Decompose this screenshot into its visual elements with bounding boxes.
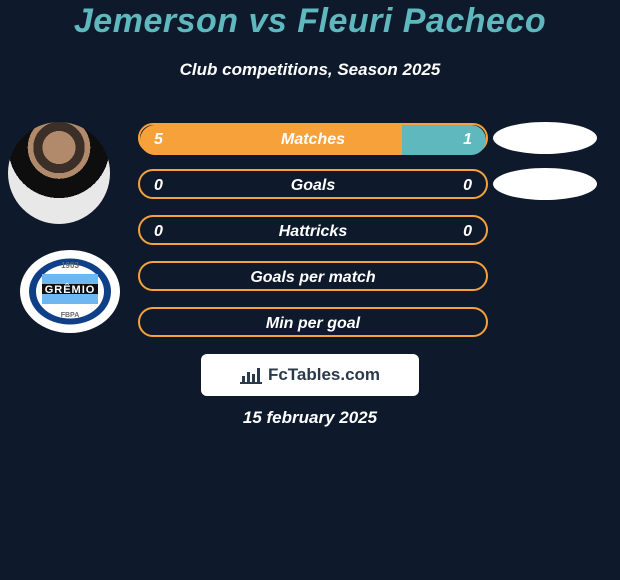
stat-value-right: 0: [463, 217, 472, 247]
stat-value-left: 0: [154, 217, 163, 247]
player-marker-right: [493, 122, 597, 154]
date-text: 15 february 2025: [0, 408, 620, 428]
player-marker-right: [493, 168, 597, 200]
player-photo-left: [8, 122, 110, 224]
stat-label: Goals: [140, 171, 486, 201]
comparison-card: Jemerson vs Fleuri Pacheco Club competit…: [0, 0, 620, 580]
stat-label: Goals per match: [140, 263, 486, 293]
club-badge-left: 1903 GRÊMIO FBPA: [20, 250, 120, 333]
stat-value-right: 0: [463, 171, 472, 201]
stat-value-right: 1: [463, 125, 472, 155]
badge-sub: FBPA: [61, 312, 80, 319]
bar-chart-icon: [240, 366, 262, 384]
subtitle: Club competitions, Season 2025: [0, 60, 620, 80]
page-title: Jemerson vs Fleuri Pacheco: [0, 2, 620, 41]
stat-row-goals: Goals0 0: [138, 169, 488, 199]
stat-value-left: 0: [154, 171, 163, 201]
stat-row-matches: Matches5 1: [138, 123, 488, 153]
stat-label: Min per goal: [140, 309, 486, 339]
stat-label: Hattricks: [140, 217, 486, 247]
site-logo: FcTables.com: [201, 354, 419, 396]
badge-ring-text: GRÊMIO: [45, 283, 96, 296]
stat-row-goals-per-match: Goals per match: [138, 261, 488, 291]
site-logo-text: FcTables.com: [268, 365, 380, 385]
badge-year: 1903: [61, 261, 79, 270]
stat-value-left: 5: [154, 125, 163, 155]
stat-row-min-per-goal: Min per goal: [138, 307, 488, 337]
badge-stripe-top: [42, 274, 98, 284]
stat-label: Matches: [140, 125, 486, 155]
stat-row-hattricks: Hattricks0 0: [138, 215, 488, 245]
